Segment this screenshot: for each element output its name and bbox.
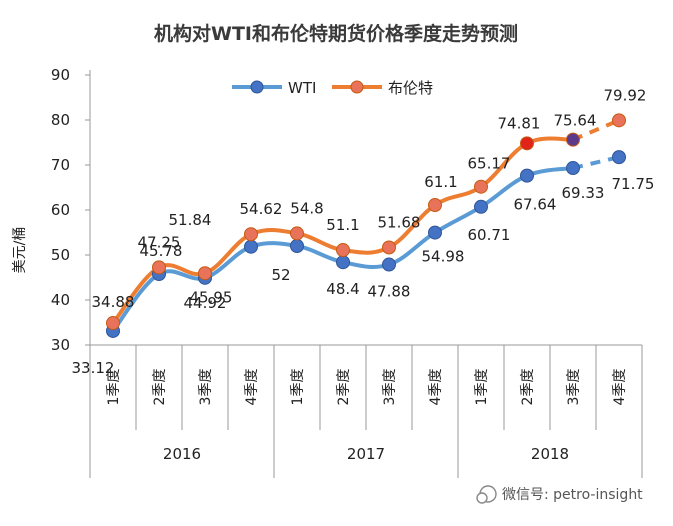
data-point-brent — [566, 132, 580, 147]
data-point-wti — [612, 150, 626, 165]
y-tick-label: 50 — [51, 246, 70, 264]
data-label-brent: 75.64 — [554, 112, 597, 130]
data-point-brent — [382, 240, 396, 255]
data-label-wti: 45.78 — [140, 242, 183, 260]
legend-brent-marker — [350, 80, 364, 94]
data-label-brent: 34.88 — [92, 293, 135, 311]
data-label-brent: 54.8 — [290, 199, 323, 217]
data-point-brent — [336, 243, 350, 258]
data-point-brent — [474, 179, 488, 194]
data-label-wti: 47.88 — [368, 283, 411, 301]
x-tick-label: 4季度 — [244, 369, 260, 406]
x-tick-label: 4季度 — [612, 369, 628, 406]
x-tick-label: 2季度 — [152, 369, 168, 406]
data-point-brent — [520, 136, 534, 151]
y-axis-label: 美元/桶 — [12, 227, 28, 274]
y-tick-label: 80 — [51, 111, 70, 129]
watermark: 微信号: petro-insight — [476, 485, 643, 504]
wechat-icon-small — [476, 492, 488, 504]
x-tick-label: 4季度 — [428, 369, 444, 406]
y-tick-label: 40 — [51, 291, 70, 309]
series-layer — [106, 113, 626, 338]
chart-title: 机构对WTI和布伦特期货价格季度走势预测 — [154, 22, 518, 45]
data-point-wti — [520, 168, 534, 183]
data-point-wti — [382, 257, 396, 272]
data-label-wti: 33.12 — [72, 359, 115, 377]
data-label-wti: 54.98 — [422, 248, 465, 266]
y-axis: 30 40 50 60 70 80 90 — [51, 66, 91, 354]
data-point-brent — [428, 198, 442, 213]
y-tick-label: 30 — [51, 336, 70, 354]
y-tick-label: 70 — [51, 156, 70, 174]
year-label: 2018 — [531, 445, 569, 463]
x-tick-label: 3季度 — [198, 369, 214, 406]
data-label-wti: 48.4 — [326, 280, 359, 298]
forecast-line-wti — [572, 155, 620, 170]
data-label-wti: 69.33 — [562, 184, 605, 202]
legend-brent-label: 布伦特 — [388, 79, 433, 97]
legend: WTI 布伦特 — [232, 79, 433, 97]
x-tick-label: 1季度 — [290, 369, 306, 406]
data-label-brent: 61.1 — [424, 173, 457, 191]
data-label-wti: 67.64 — [514, 196, 557, 214]
data-point-brent — [612, 113, 626, 128]
data-point-wti — [244, 239, 258, 254]
watermark-text: 微信号: petro-insight — [502, 487, 643, 503]
x-tick-label: 2季度 — [336, 369, 352, 406]
y-tick-label: 60 — [51, 201, 70, 219]
data-point-brent — [152, 260, 166, 275]
data-label-wti: 45.95 — [190, 289, 233, 307]
data-point-brent — [198, 266, 212, 281]
data-label-wti: 60.71 — [468, 226, 511, 244]
legend-wti-label: WTI — [288, 79, 316, 97]
x-axis: 1季度 2季度 3季度 4季度 1季度 2季度 3季度 4季度 1季度 2季度 3季度 4季度 2016… — [89, 344, 643, 478]
data-point-wti — [290, 239, 304, 253]
data-point-wti — [474, 199, 488, 214]
x-tick-label: 3季度 — [566, 369, 582, 406]
data-point-brent — [106, 316, 120, 331]
year-label: 2017 — [347, 445, 385, 463]
x-tick-label: 1季度 — [474, 369, 490, 406]
data-label-brent: 51.68 — [378, 213, 421, 231]
data-label-wti: 52 — [271, 266, 290, 284]
data-label-brent: 51.84 — [169, 211, 212, 229]
x-tick-label: 2季度 — [520, 369, 536, 406]
data-label-brent: 54.62 — [240, 200, 283, 218]
data-point-brent — [244, 227, 258, 242]
data-point-wti — [566, 161, 580, 176]
year-label: 2016 — [163, 445, 201, 463]
data-label-wti: 44.92 — [184, 294, 227, 312]
x-tick-label: 3季度 — [382, 369, 398, 406]
data-point-wti — [428, 225, 442, 240]
data-point-wti — [336, 255, 350, 270]
x-tick-label: 1季度 — [106, 369, 122, 406]
data-label-brent: 74.81 — [498, 114, 541, 132]
data-label-brent: 65.17 — [468, 155, 511, 173]
data-label-brent: 79.92 — [604, 86, 647, 104]
data-label-brent: 47.25 — [138, 233, 181, 251]
data-point-brent — [290, 226, 304, 241]
y-tick-label: 90 — [51, 66, 70, 84]
data-label-brent: 51.1 — [326, 216, 359, 234]
forecast-line-brent — [572, 118, 620, 142]
data-label-wti: 71.75 — [612, 175, 655, 193]
legend-wti-marker — [250, 80, 264, 94]
